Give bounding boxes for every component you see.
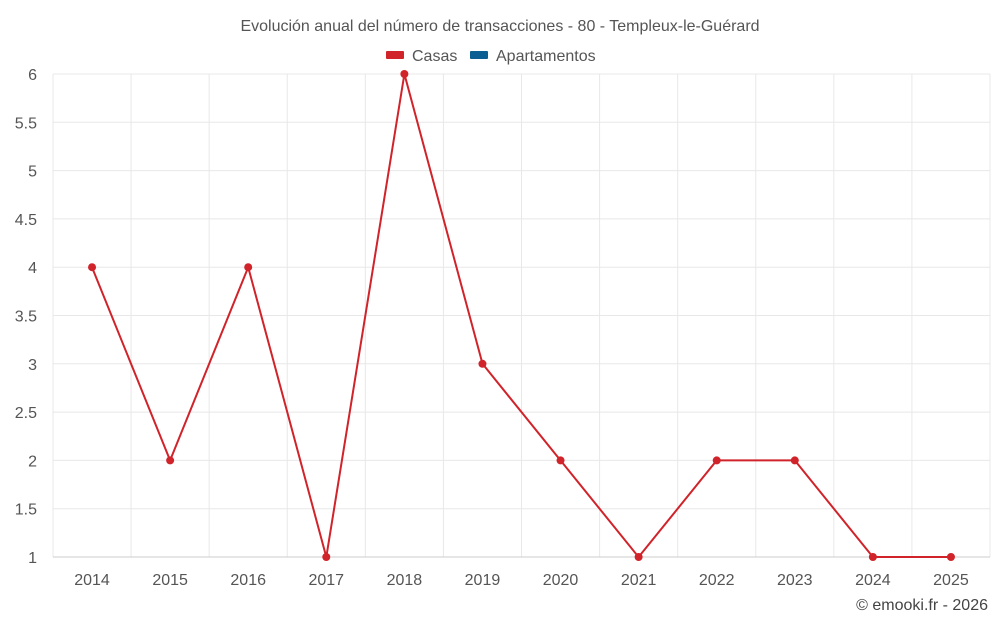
- series-line-casas: [91, 73, 951, 558]
- axes: 1 1.5 2 2.5 3 3.5 4 4.5 5 5.5 6 2014 2015 2016 2017 201…: [15, 67, 990, 589]
- data-point[interactable]: [244, 263, 253, 272]
- x-tick-label: 2019: [465, 572, 501, 589]
- data-point[interactable]: [322, 553, 331, 561]
- y-tick-label: 4: [28, 260, 37, 277]
- y-tick-label: 1: [28, 550, 37, 567]
- y-tick-label: 5.5: [15, 115, 37, 132]
- legend: Casas Apartamentos: [386, 48, 596, 65]
- x-tick-label: 2025: [933, 572, 969, 589]
- x-tick-label: 2018: [387, 572, 423, 589]
- credit-text: © emooki.fr - 2026: [856, 597, 988, 614]
- legend-swatch-apartamentos: [470, 51, 488, 59]
- x-tick-label: 2021: [621, 572, 657, 589]
- chart-title: Evolución anual del número de transaccio…: [240, 18, 759, 35]
- y-tick-label: 3: [28, 357, 37, 374]
- data-point[interactable]: [556, 456, 565, 465]
- grid: [52, 73, 991, 558]
- x-tick-label: 2014: [74, 572, 110, 589]
- y-tick-label: 6: [28, 67, 37, 84]
- x-tick-label: 2020: [543, 572, 579, 589]
- x-tick-label: 2023: [777, 572, 813, 589]
- data-point[interactable]: [946, 553, 955, 561]
- data-point[interactable]: [790, 456, 799, 465]
- x-tick-label: 2015: [152, 572, 188, 589]
- legend-label-apartamentos: Apartamentos: [496, 48, 596, 65]
- x-tick-label: 2016: [230, 572, 266, 589]
- legend-item-casas[interactable]: Casas: [386, 48, 457, 65]
- data-point[interactable]: [400, 70, 409, 78]
- legend-label-casas: Casas: [412, 48, 457, 65]
- x-tick-label: 2017: [308, 572, 344, 589]
- x-tick-label: 2024: [855, 572, 891, 589]
- x-tick-label: 2022: [699, 572, 735, 589]
- data-point[interactable]: [634, 553, 643, 561]
- legend-item-apartamentos[interactable]: Apartamentos: [470, 48, 596, 65]
- y-tick-label: 3.5: [15, 309, 37, 326]
- data-point[interactable]: [88, 263, 97, 272]
- data-point[interactable]: [868, 553, 877, 561]
- y-tick-label: 1.5: [15, 502, 37, 519]
- y-tick-label: 4.5: [15, 212, 37, 229]
- y-tick-label: 5: [28, 164, 37, 181]
- series: [88, 70, 955, 561]
- y-tick-label: 2: [28, 453, 37, 470]
- data-point[interactable]: [166, 456, 175, 465]
- data-point[interactable]: [712, 456, 721, 465]
- y-tick-label: 2.5: [15, 405, 37, 422]
- data-point[interactable]: [478, 359, 487, 368]
- legend-swatch-casas: [386, 51, 404, 59]
